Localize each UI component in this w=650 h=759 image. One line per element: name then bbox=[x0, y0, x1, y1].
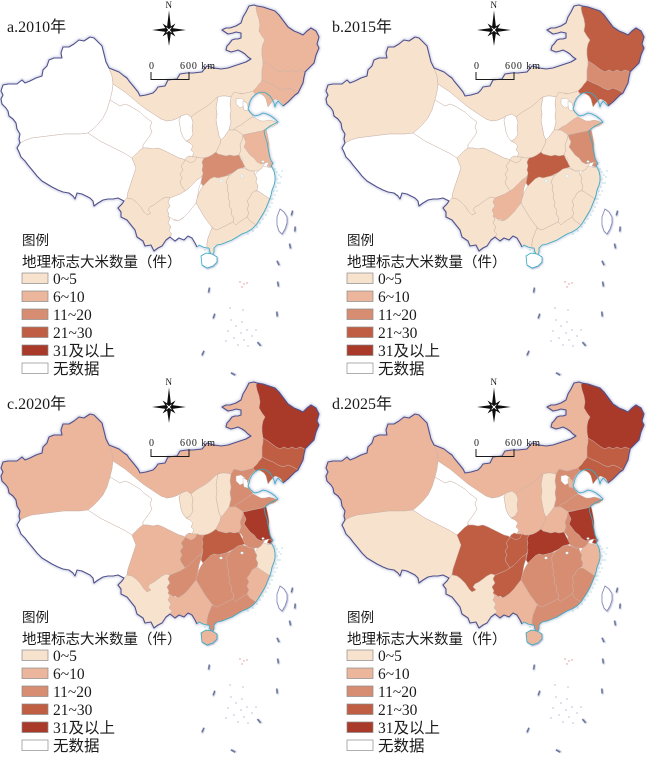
svg-text:c.2020年: c.2020年 bbox=[7, 395, 66, 413]
svg-text:d.2025年: d.2025年 bbox=[332, 395, 392, 413]
svg-text:b.2015年: b.2015年 bbox=[332, 18, 392, 36]
svg-text:a.2010年: a.2010年 bbox=[7, 18, 66, 36]
